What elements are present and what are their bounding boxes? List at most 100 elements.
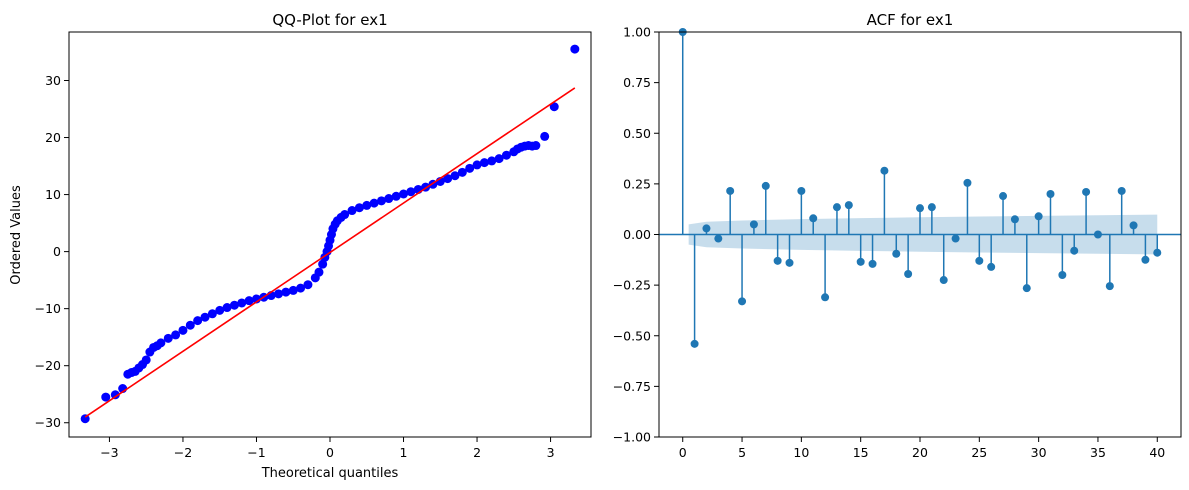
qq-data-point xyxy=(340,210,350,220)
qq-data-point xyxy=(156,338,166,348)
acf-point xyxy=(714,234,723,243)
acf-y-tick-label: −1.00 xyxy=(613,430,651,445)
qq-data-point xyxy=(570,44,580,54)
qq-data-point xyxy=(229,300,239,310)
acf-point xyxy=(832,203,841,212)
acf-point xyxy=(999,192,1008,201)
qq-data-point xyxy=(185,320,195,330)
qq-x-tick-label: 2 xyxy=(473,445,481,460)
qq-x-tick-label: −1 xyxy=(247,445,265,460)
qq-data-point xyxy=(200,312,210,322)
qq-data-point xyxy=(222,303,232,313)
acf-point xyxy=(821,293,830,302)
qq-data-point xyxy=(178,325,188,335)
qq-plot-title: QQ-Plot for ex1 xyxy=(272,11,387,29)
acf-point xyxy=(749,220,758,229)
qq-data-point xyxy=(501,150,511,160)
acf-x-tick-label: 40 xyxy=(1149,445,1165,460)
qq-data-point xyxy=(193,316,203,326)
acf-y-tick-label: 0.25 xyxy=(623,176,651,191)
qq-plot-frame xyxy=(68,31,592,438)
qq-x-axis-label: Theoretical quantiles xyxy=(261,466,399,481)
qq-data-point xyxy=(347,206,357,216)
acf-point xyxy=(785,258,794,267)
acf-x-tick-label: 5 xyxy=(738,445,746,460)
acf-stems-layer xyxy=(659,28,1181,348)
qq-data-point xyxy=(244,296,254,306)
acf-y-tick-label: 1.00 xyxy=(623,25,651,40)
qq-data-point xyxy=(274,289,284,299)
acf-x-tick-label: 20 xyxy=(912,445,928,460)
qq-data-point xyxy=(314,267,324,277)
qq-data-point xyxy=(384,194,394,204)
qq-data-point xyxy=(281,287,291,297)
acf-x-tick-label: 25 xyxy=(971,445,987,460)
qq-data-point xyxy=(406,187,416,197)
qq-y-tick-label: 30 xyxy=(45,73,61,88)
acf-point xyxy=(844,201,853,210)
qq-data-point xyxy=(494,154,504,164)
qq-data-point xyxy=(237,298,247,308)
qq-data-point xyxy=(479,158,489,168)
acf-y-tick-label: 0.50 xyxy=(623,126,651,141)
acf-x-tick-label: 35 xyxy=(1090,445,1106,460)
acf-point xyxy=(1153,248,1162,257)
acf-point xyxy=(738,297,747,306)
qq-data-point xyxy=(487,156,497,166)
qq-y-tick-label: 10 xyxy=(45,187,61,202)
qq-reference-line-layer xyxy=(84,87,576,418)
acf-y-tick-label: −0.75 xyxy=(613,379,651,394)
acf-point xyxy=(690,339,699,348)
acf-point xyxy=(773,256,782,265)
acf-plot-frame xyxy=(658,31,1182,438)
qq-data-point xyxy=(171,330,181,340)
acf-point xyxy=(1105,282,1114,291)
acf-point xyxy=(702,224,711,233)
acf-point xyxy=(916,204,924,213)
acf-x-tick-label: 10 xyxy=(793,445,809,460)
acf-plot-title: ACF for ex1 xyxy=(867,11,954,29)
acf-point xyxy=(1082,187,1091,196)
acf-point xyxy=(1034,212,1043,221)
qq-y-tick-label: −20 xyxy=(35,358,61,373)
qq-data-point xyxy=(443,174,453,184)
acf-point xyxy=(939,276,948,285)
acf-point xyxy=(868,259,877,268)
qq-x-tick-label: 3 xyxy=(547,445,555,460)
acf-y-tick-label: 0.75 xyxy=(623,75,651,90)
acf-point xyxy=(1058,271,1067,279)
qq-data-point xyxy=(101,392,111,402)
acf-point xyxy=(975,256,984,265)
qq-data-point xyxy=(472,160,482,170)
acf-point xyxy=(1129,221,1138,230)
qq-data-point xyxy=(531,141,541,151)
qq-reference-line xyxy=(84,87,576,418)
acf-y-ticks: −1.00 −0.75 −0.50 −0.25 0.00 0.25 0.50 0.75 1.00 xyxy=(613,25,659,445)
acf-point xyxy=(1070,246,1079,255)
qq-data-point xyxy=(450,171,460,181)
acf-x-tick-label: 0 xyxy=(679,445,687,460)
qq-x-tick-label: 0 xyxy=(326,445,334,460)
acf-point xyxy=(880,166,889,175)
qq-data-point xyxy=(549,102,559,112)
acf-point xyxy=(1022,284,1031,293)
qq-data-point xyxy=(457,167,467,177)
qq-points-layer xyxy=(80,44,580,424)
acf-point xyxy=(1117,186,1126,195)
acf-point xyxy=(1141,255,1150,264)
acf-x-tick-label: 15 xyxy=(853,445,869,460)
acf-point xyxy=(856,257,865,266)
qq-data-point xyxy=(288,285,298,295)
qq-data-point xyxy=(362,200,372,210)
qq-data-point xyxy=(80,414,90,424)
acf-point xyxy=(904,269,913,278)
qq-data-point xyxy=(303,280,313,290)
acf-point xyxy=(797,186,806,195)
qq-x-tick-label: −2 xyxy=(174,445,192,460)
qq-data-point xyxy=(318,259,328,269)
acf-point xyxy=(927,203,936,212)
qq-data-point xyxy=(296,283,306,293)
qq-y-tick-label: −10 xyxy=(35,301,61,316)
qq-data-point xyxy=(141,355,151,365)
